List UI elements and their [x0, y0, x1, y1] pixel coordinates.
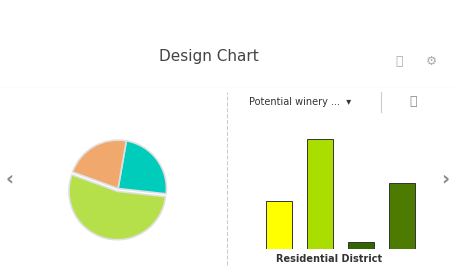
Text: ‹: ‹: [5, 169, 13, 188]
Bar: [306, 139, 333, 249]
Text: ⦸: ⦸: [396, 55, 403, 68]
Text: —: —: [385, 12, 395, 23]
Text: ×: ×: [439, 11, 450, 24]
Text: □: □: [418, 12, 427, 23]
Bar: [348, 242, 375, 249]
Bar: [266, 201, 292, 249]
Text: ⚙: ⚙: [426, 55, 437, 68]
Text: Residential District: Residential District: [276, 254, 382, 264]
Text: Design Chart: Design Chart: [159, 49, 259, 64]
Wedge shape: [118, 141, 167, 194]
Bar: [389, 183, 415, 249]
Wedge shape: [69, 175, 166, 240]
Text: ⦸: ⦸: [410, 95, 417, 108]
Text: ›: ›: [441, 169, 449, 188]
Text: ≡: ≡: [12, 10, 24, 24]
Text: Winery District: 53.80%, 40.60
Square Kilometers: Winery District: 53.80%, 40.60 Square Ki…: [0, 96, 188, 120]
Text: Dashboard ▾: Dashboard ▾: [188, 11, 266, 24]
Text: Potential winery ...  ▾: Potential winery ... ▾: [249, 97, 350, 107]
Wedge shape: [73, 140, 126, 189]
